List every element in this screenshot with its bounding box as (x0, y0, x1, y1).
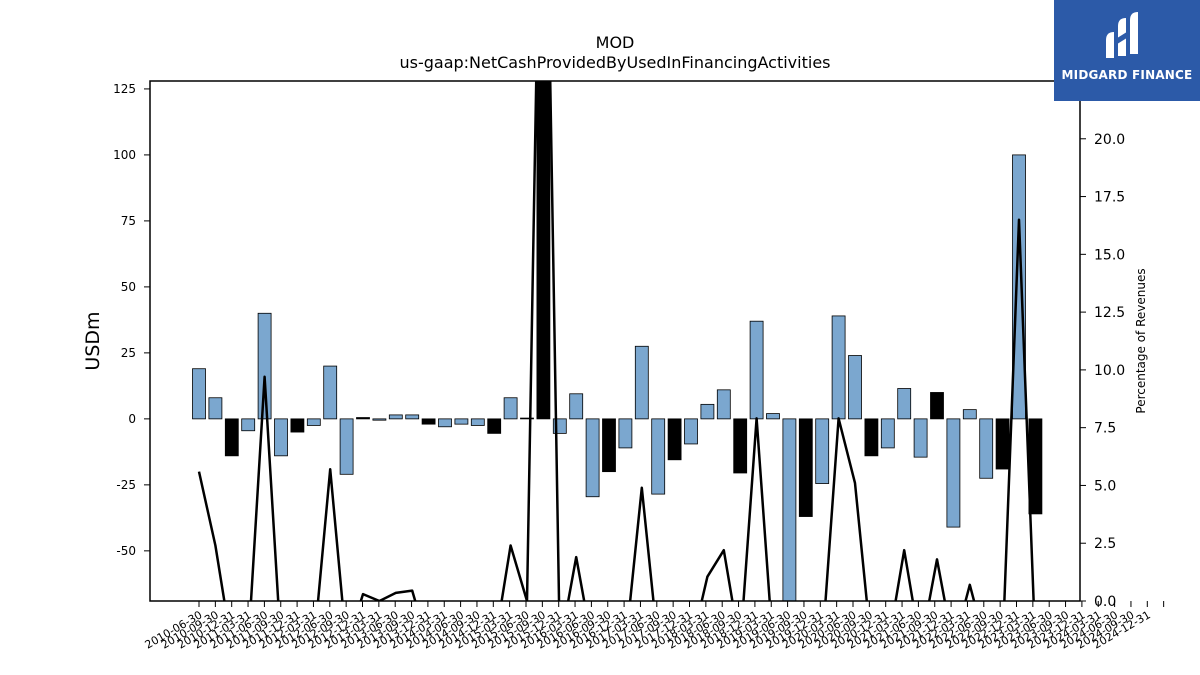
bar (930, 392, 944, 420)
bar (995, 418, 1010, 470)
bar (962, 409, 977, 420)
bar (700, 403, 715, 420)
y2-tick-label: 20.0 (1094, 132, 1125, 148)
bar (602, 418, 616, 473)
bar (208, 397, 223, 420)
bar (438, 418, 452, 428)
bar (651, 418, 666, 495)
bar (618, 418, 633, 449)
bar (536, 81, 551, 420)
bar (339, 418, 354, 475)
bar (880, 418, 895, 449)
bar (815, 418, 830, 484)
y-tick-label: -50 (116, 544, 136, 558)
percentage-of-revenues-line (197, 81, 1035, 601)
bar (716, 389, 731, 420)
y-axis-right: 0.0 2.5 5.0 7.5 10.0 12.5 15.0 17.5 20.0 (1080, 132, 1125, 610)
y-tick-label: 0 (128, 412, 136, 426)
bar (634, 345, 649, 420)
bar (782, 418, 797, 601)
bar (913, 418, 928, 458)
bar (306, 418, 321, 426)
y2-axis-label: Percentage of Revenues (1134, 268, 1148, 413)
brand-logo: MIDGARD FINANCE (1054, 0, 1200, 101)
y-tick-label: 25 (121, 346, 136, 360)
bar (421, 418, 436, 425)
plot-frame (149, 80, 1081, 602)
y-tick-label: 50 (121, 280, 136, 294)
bar (798, 418, 813, 517)
bar (503, 397, 518, 420)
bar (290, 418, 305, 433)
y2-tick-label: 17.5 (1094, 190, 1125, 206)
bar (487, 418, 502, 434)
y2-tick-label: 7.5 (1094, 421, 1116, 437)
logo-text: MIDGARD FINANCE (1061, 68, 1193, 82)
bar (585, 418, 600, 498)
y-tick-label: 100 (113, 148, 136, 162)
bar (979, 418, 994, 479)
x-axis: 2010-06-302010-09-302010-12-312011-03-31… (143, 601, 1165, 652)
bars (192, 81, 1043, 601)
bar (520, 417, 534, 420)
y-axis-left: -50 -25 0 25 50 75 100 125 (113, 82, 150, 558)
bar (241, 418, 256, 432)
bar (684, 418, 698, 445)
bar (224, 418, 239, 457)
y-tick-label: -25 (116, 478, 136, 492)
y2-tick-label: 12.5 (1094, 305, 1125, 321)
y2-tick-label: 5.0 (1094, 478, 1116, 494)
bar (323, 365, 338, 420)
y2-tick-label: 15.0 (1094, 247, 1125, 263)
bar (667, 418, 682, 461)
bar (405, 414, 420, 420)
bar (274, 418, 288, 457)
y2-tick-label: 0.0 (1094, 594, 1116, 610)
bar (257, 312, 272, 420)
bar (831, 315, 846, 420)
y-tick-label: 75 (121, 214, 136, 228)
bar (388, 414, 403, 420)
bar (454, 418, 469, 425)
chart-subtitle: us-gaap:NetCashProvidedByUsedInFinancing… (399, 53, 830, 72)
y2-tick-label: 10.0 (1094, 363, 1125, 379)
bar (749, 320, 764, 420)
percentage-line-layer (197, 81, 1035, 601)
bar (1012, 154, 1026, 420)
bar (766, 413, 780, 420)
bar (946, 418, 961, 528)
logo-mark-icon (1106, 12, 1138, 58)
bar (192, 368, 206, 420)
y2-tick-label: 2.5 (1094, 536, 1116, 552)
chart-title: MOD (596, 33, 635, 52)
bar (864, 418, 879, 457)
bar (848, 355, 862, 420)
bar (356, 417, 370, 420)
bar (897, 388, 912, 420)
y-tick-label: 125 (113, 82, 136, 96)
bar (372, 418, 387, 421)
y-axis-label: USDm (82, 311, 104, 370)
bar (470, 418, 485, 426)
bar (733, 418, 748, 474)
bar (569, 393, 584, 420)
